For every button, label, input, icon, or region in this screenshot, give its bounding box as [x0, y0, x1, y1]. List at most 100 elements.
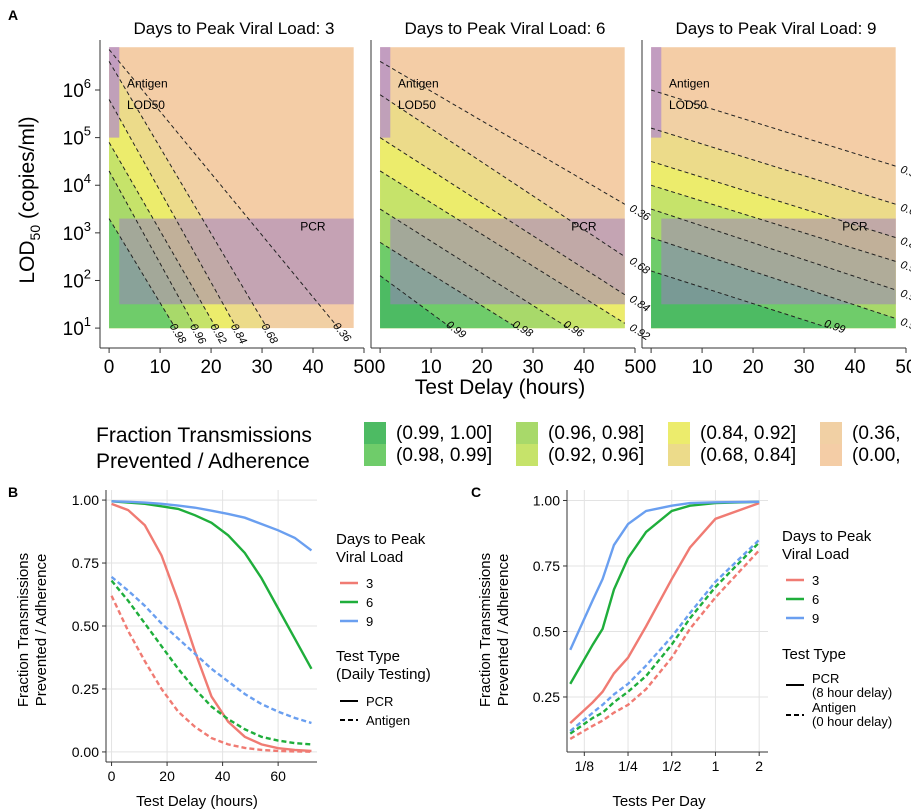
panel-tag-c: C [471, 484, 481, 500]
y-tick-label: 0.25 [533, 689, 560, 705]
y-tick-label: 0.75 [533, 558, 560, 574]
contour-line [108, 99, 237, 329]
y-tick-label: 0.25 [72, 681, 99, 697]
x-tick-label: 10 [692, 357, 713, 378]
panel-b-legend-label-3: 3 [366, 576, 373, 591]
panel-b-legend-label-9: 9 [366, 614, 373, 629]
contour-line [650, 127, 896, 205]
antigen-region [380, 47, 391, 138]
series-line-3-antigen [569, 549, 761, 740]
panel-b-legend-label-antigen: Antigen [366, 713, 410, 728]
antigen-lod-label: LOD50 [669, 98, 707, 112]
contour-label: 0.98 [899, 316, 911, 335]
facet-title: Days to Peak Viral Load: 3 [134, 19, 335, 38]
x-tick-label: 1/2 [662, 758, 682, 774]
heatmap-facets: Days to Peak Viral Load: 3 Antigen LOD50 PC… [63, 19, 911, 378]
panel-b-x-axis-title: Test Delay (hours) [136, 793, 258, 810]
legend-title-line-1: Fraction Transmissions [96, 424, 312, 447]
x-tick-label: 40 [844, 357, 865, 378]
series-line-6-antigen [569, 541, 761, 735]
x-tick-label: 0 [104, 357, 115, 378]
panel-c-x-axis-title: Tests Per Day [612, 793, 706, 810]
series-line-9-pcr [111, 500, 313, 552]
pcr-label: PCR [300, 219, 326, 233]
legend-bin-label: (0.84, 0.92] [700, 423, 796, 444]
contour-line [108, 170, 197, 329]
legend-bin-label: (0.68, 0.84] [700, 445, 796, 466]
series-line-3-antigen [110, 595, 312, 753]
x-tick-label: 0 [375, 357, 386, 378]
legend-title-line-2: Prevented / Adherence [96, 450, 310, 473]
antigen-region [651, 47, 662, 138]
panel-c-y-axis-title-line-2: Prevented / Adherence [495, 554, 512, 707]
panel-c-y-axis-title-line-1: Fraction Transmissions [477, 553, 494, 707]
contour-line [650, 237, 896, 320]
contour-label: 0.84 [627, 293, 652, 315]
series-line-9-pcr [569, 500, 760, 651]
y-tick-label: 106 [63, 76, 91, 102]
antigen-lod-label: LOD50 [398, 98, 436, 112]
contour-line [108, 61, 268, 329]
x-tick-label: 1/8 [575, 758, 595, 774]
contour-line [379, 60, 626, 205]
x-tick-label: 1/4 [618, 758, 638, 774]
x-tick-label: 50 [353, 357, 374, 378]
x-tick-label: 0 [646, 357, 657, 378]
x-tick-label: 2 [755, 758, 763, 774]
x-tick-label: 30 [251, 357, 272, 378]
panel-tag-a: A [8, 7, 18, 23]
y-tick-label: 103 [63, 219, 91, 245]
legend-swatch [364, 422, 386, 444]
legend-bin-label: (0.92, 0.96] [548, 445, 644, 466]
legend-bin-label: (0.96, 0.98] [548, 423, 644, 444]
antigen-label: Antigen [127, 77, 168, 91]
y-tick-label: 101 [63, 314, 91, 340]
contour-line [650, 89, 896, 167]
contour-line [379, 241, 519, 329]
legend-swatch [516, 444, 538, 466]
facet-title: Days to Peak Viral Load: 9 [676, 19, 877, 38]
contour-line [379, 170, 626, 324]
panel-c-legend-label-6: 6 [812, 592, 819, 607]
contour-line [650, 160, 896, 239]
y-tick-label: 1.00 [533, 492, 560, 508]
antigen-label: Antigen [669, 77, 710, 91]
x-tick-label: 40 [215, 768, 231, 784]
plot-background [567, 490, 768, 752]
legend-swatch [820, 444, 842, 466]
pcr-region [661, 218, 896, 305]
heatmap-facet-2: Days to Peak Viral Load: 6AntigenLOD50PC… [370, 19, 653, 378]
series-line-6-pcr [569, 500, 760, 685]
contour-label: 0.92 [899, 259, 911, 278]
x-tick-label: 20 [200, 357, 221, 378]
contour-line [108, 142, 217, 329]
contour-label: 0.68 [899, 202, 911, 221]
panel-b-y-axis-title-line-2: Prevented / Adherence [33, 554, 50, 707]
x-tick-label: 50 [895, 357, 911, 378]
panel-c-legend-label-3: 3 [812, 573, 819, 588]
panel-tag-b: B [8, 484, 18, 500]
heatmap-facet-1: Days to Peak Viral Load: 3 Antigen LOD50 PC… [63, 19, 375, 378]
series-line-9-antigen [569, 538, 761, 732]
x-tick-label: 30 [793, 357, 814, 378]
panel-c-legend-label-pcr-2: (8 hour delay) [812, 685, 892, 700]
legend-swatch [668, 422, 690, 444]
x-tick-label: 20 [159, 768, 175, 784]
contour-line [108, 218, 176, 329]
series-line-3-pcr [111, 502, 312, 753]
x-tick-label: 30 [522, 357, 543, 378]
x-tick-label: 1 [712, 758, 720, 774]
heatmap-legend: Fraction Transmissions Prevented / Adher… [96, 422, 901, 473]
series-line-6-pcr [111, 500, 313, 670]
legend-swatch [516, 422, 538, 444]
antigen-region [109, 47, 120, 138]
y-tick-label: 105 [63, 124, 91, 150]
facet-title: Days to Peak Viral Load: 6 [405, 19, 606, 38]
heatmap-facet-3: Days to Peak Viral Load: 9 Antigen LOD50 PC… [641, 19, 911, 378]
contour-label: 0.84 [899, 235, 911, 254]
x-tick-label: 50 [624, 357, 645, 378]
series-line-6-antigen [110, 579, 312, 746]
x-tick-label: 10 [150, 357, 171, 378]
panel-c-legend-test-title: Test Type [782, 646, 846, 663]
